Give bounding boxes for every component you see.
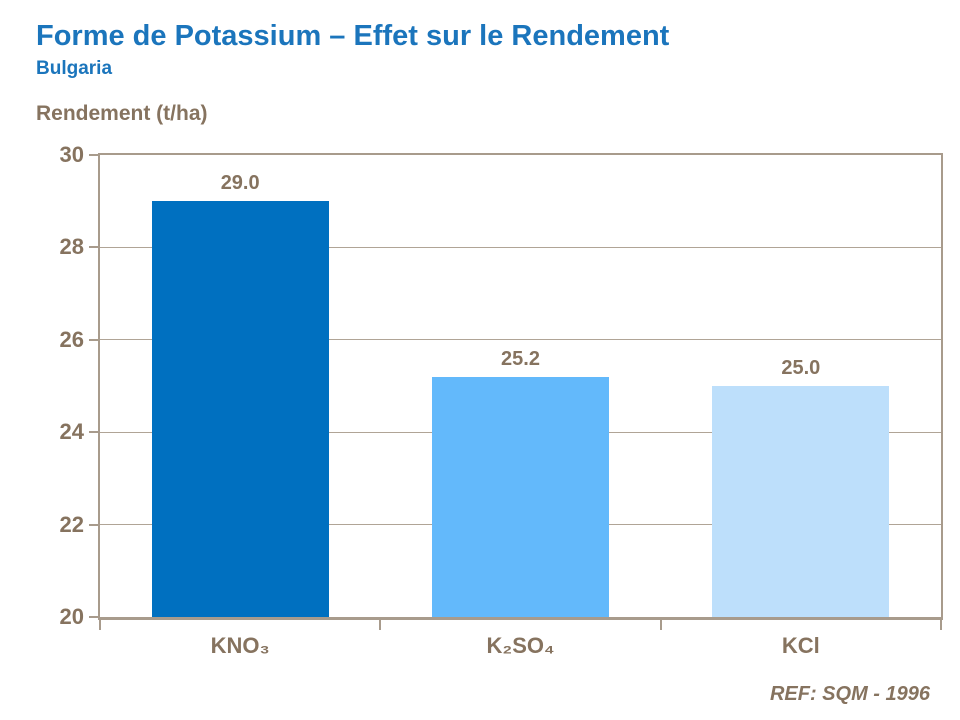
y-axis-tick-label: 22 [59,511,84,537]
bar-value-label: 25.2 [501,347,540,370]
page-title: Forme de Potassium – Effet sur le Rendem… [36,20,670,52]
bar-K₂SO₄ [432,376,609,617]
bar-value-label: 29.0 [220,172,260,195]
page-subtitle: Bulgaria [36,58,113,79]
y-axis-tick-mark [89,616,98,618]
x-axis-tick-mark [99,620,101,630]
y-axis-tick-mark [89,431,98,434]
reference-note: REF: SQM - 1996 [769,683,930,705]
y-axis-tick-label: 26 [59,326,84,352]
x-axis-tick-mark [659,620,662,630]
bar-KNO₃ [151,201,329,617]
y-axis-title: Rendement (t/ha) [36,102,208,125]
gridline [100,246,941,248]
y-axis-tick-label: 20 [59,604,84,629]
y-axis-tick-label: 28 [59,234,84,260]
x-axis-tick-mark [940,620,942,630]
plot-area [98,153,943,620]
x-category-label: KNO₃ [210,633,270,658]
bar-value-label: 25.0 [781,357,821,379]
y-axis-tick-mark [89,338,98,341]
y-axis-tick-mark [89,154,98,156]
y-axis-tick-label: 24 [59,419,84,445]
x-category-label: KCl [781,633,820,658]
gridline [100,339,941,341]
x-axis-tick-mark [379,620,382,630]
y-axis-tick-mark [89,523,98,526]
bar-KCl [712,386,890,617]
y-axis-tick-label: 30 [59,142,84,167]
x-category-label: K₂SO₄ [486,633,555,658]
y-axis-tick-mark [89,246,98,249]
